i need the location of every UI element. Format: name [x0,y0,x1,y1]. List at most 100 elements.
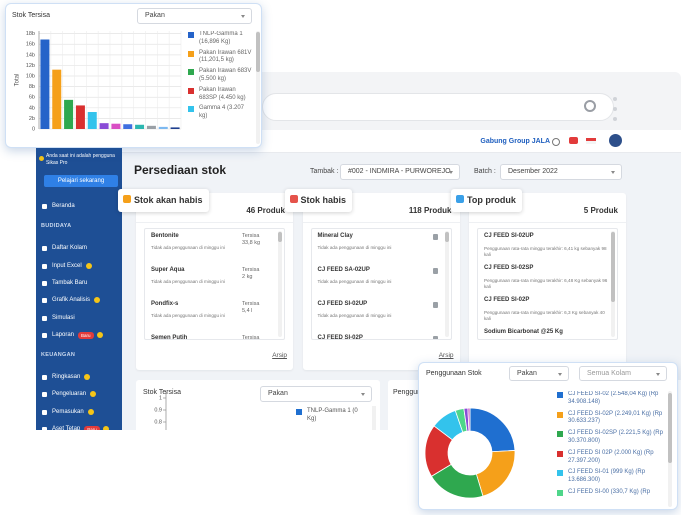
filter-label: Tambak : [310,168,339,175]
y-tick-label: 14b [26,52,35,58]
donut-segment [469,407,516,453]
select[interactable]: #002 - INDMIRA - PURWOREJO [340,164,460,180]
flag-icon[interactable] [586,138,596,144]
item-name: Bentonite [151,233,179,239]
legend-item[interactable]: CJ FEED SI-02P (2.249,01 Kg) (Rp 30.633.… [557,411,665,427]
menu-tag: Baru [78,331,94,339]
legend-item[interactable]: CJ FEED SI-00 (330,7 Kg) (Rp [557,489,665,497]
item-icon[interactable] [432,302,438,308]
card-tab: Stok akan habis [118,189,209,212]
remaining-label: Tersisa [242,233,260,239]
legend-item[interactable]: TNLP-Gamma 1 (0 Kg) [296,408,358,424]
menu-label: Daftar Kolam [52,245,88,252]
chart-popup: Stok Tersisa Pakan 0 2b 4b 6b 8b 10b 12b 14b 16b 18… [5,3,262,148]
caret [361,393,365,396]
menu-item[interactable]: Aset Tetap Baru [36,423,122,430]
y-tick-label: 12b [26,63,35,69]
learn-button[interactable]: Pelajari sekarang [44,175,118,187]
item-icon[interactable] [432,234,438,240]
legend-item[interactable]: CJ FEED SI-02SP (2.221,5 Kg) (Rp 30.370.… [557,430,665,446]
menu-item[interactable]: Pemasukan [36,406,122,418]
select[interactable]: Pakan [260,386,372,402]
menu-item[interactable]: Daftar Kolam [36,242,122,254]
scrollbar-thumb[interactable] [256,32,260,72]
menu-item[interactable]: Laporan Baru [36,329,122,341]
legend-item[interactable]: Pakan Irawan 681V (11,201,5 kg) [188,50,252,66]
remaining-value: 2 kg [242,274,253,280]
menu-icon [42,427,47,430]
scrollbar-thumb[interactable] [444,232,449,242]
legend-text: Gamma 4 (3.207 kg) [199,105,245,120]
select[interactable]: Pakan [509,366,569,381]
card-count: 46 Produk [246,206,285,215]
legend-swatch [557,431,563,438]
bar [146,125,156,129]
item-list: CJ FEED SI-02UP Penggunaan rata-rata ming… [477,228,618,340]
help-icon[interactable] [552,138,560,146]
scrollbar-track [256,31,260,144]
notification-badge[interactable] [569,137,578,144]
scrollbar-track [372,406,376,430]
archive-link[interactable]: Arsip [272,352,287,359]
menu-icon [42,409,47,415]
menu-label: Pengeluaran [52,391,87,398]
item-note: Tidak ada penggunaan di minggu ini [151,245,225,250]
legend-item[interactable]: CJ FEED SI 02P (2.000 Kg) (Rp 27.397.200… [557,450,665,466]
header-link[interactable]: Gabung Group JALA [480,138,550,145]
item-note: Tidak ada penggunaan di minggu ini [317,245,392,250]
menu-label: Ringkasan [52,374,81,381]
legend-item[interactable]: TNLP-Gamma 1 (16,896 Kg) [188,31,252,47]
menu-dot [87,408,94,415]
scrollbar-thumb[interactable] [611,232,615,302]
remaining-label: Tersisa [242,335,260,340]
legend-text: Pakan Irawan 683SP (4.450 kg) [199,86,246,101]
chart: 1 0.9 0.8 [154,392,167,430]
menu-dot [613,117,617,121]
card-tab: Stok habis [284,189,353,212]
menu-item[interactable]: Pengeluaran [36,388,122,400]
y-axis-label: Total [15,74,21,87]
caret [241,15,245,18]
chart-title: Penggunaan Stok [426,370,482,377]
item-icon[interactable] [432,336,438,339]
legend-item[interactable]: CJ FEED SI-01 (999 Kg) (Rp 13.686.300) [557,469,665,485]
legend-item[interactable]: Pakan Irawan 683V (5.500 kg) [188,68,252,84]
menu-item[interactable]: Simulasi [36,312,122,324]
legend-swatch [188,69,194,76]
item-name: CJ FEED SI-02UP [317,301,368,307]
tab-title: Stok akan habis [134,195,203,205]
select[interactable]: Semua Kolam [579,366,667,381]
menu-icon [42,280,47,286]
menu-dot [96,331,103,338]
menu-item[interactable]: Grafik Analisis [36,294,122,306]
item-note: Tidak ada penggunaan di minggu ini [151,279,225,284]
select-value: Pakan [268,390,288,397]
select-value: Pakan [517,370,537,377]
chart: 0 2b 4b 6b 8b 10b 12b 14b 16b 18b Total [15,31,182,132]
legend-swatch [188,87,194,94]
item-name: Super Aqua [151,267,185,273]
menu-item[interactable]: Tambak Baru [36,277,122,289]
legend-text: TNLP-Gamma 1 (16,896 Kg) [199,31,243,45]
card-divider [136,222,293,223]
select[interactable]: Desember 2022 [500,164,622,180]
sidebar: Anda saat ini adalah pengguna Sikas Pro P… [36,130,122,430]
menu-label: Beranda [52,203,75,209]
select[interactable]: Pakan [137,8,252,24]
archive-link[interactable]: Arsip [438,352,454,359]
menu-item[interactable]: Beranda [36,200,122,212]
item-icon[interactable] [432,268,438,274]
legend-item[interactable]: CJ FEED SI-02 (2.548,04 Kg) (Rp 34.908.1… [557,391,665,407]
menu-icon [42,332,47,338]
scrollbar-thumb[interactable] [278,232,282,242]
bar [75,105,85,129]
menu-item[interactable]: Input Excel [36,260,122,272]
menu-item[interactable]: Ringkasan [36,371,122,383]
legend-item[interactable]: Gamma 4 (3.207 kg) [188,105,252,121]
menu-icon [42,263,47,269]
bar [135,124,145,129]
scrollbar-thumb[interactable] [668,393,672,463]
legend-item[interactable]: Pakan Irawan 683SP (4.450 kg) [188,87,252,103]
avatar[interactable] [609,134,622,147]
